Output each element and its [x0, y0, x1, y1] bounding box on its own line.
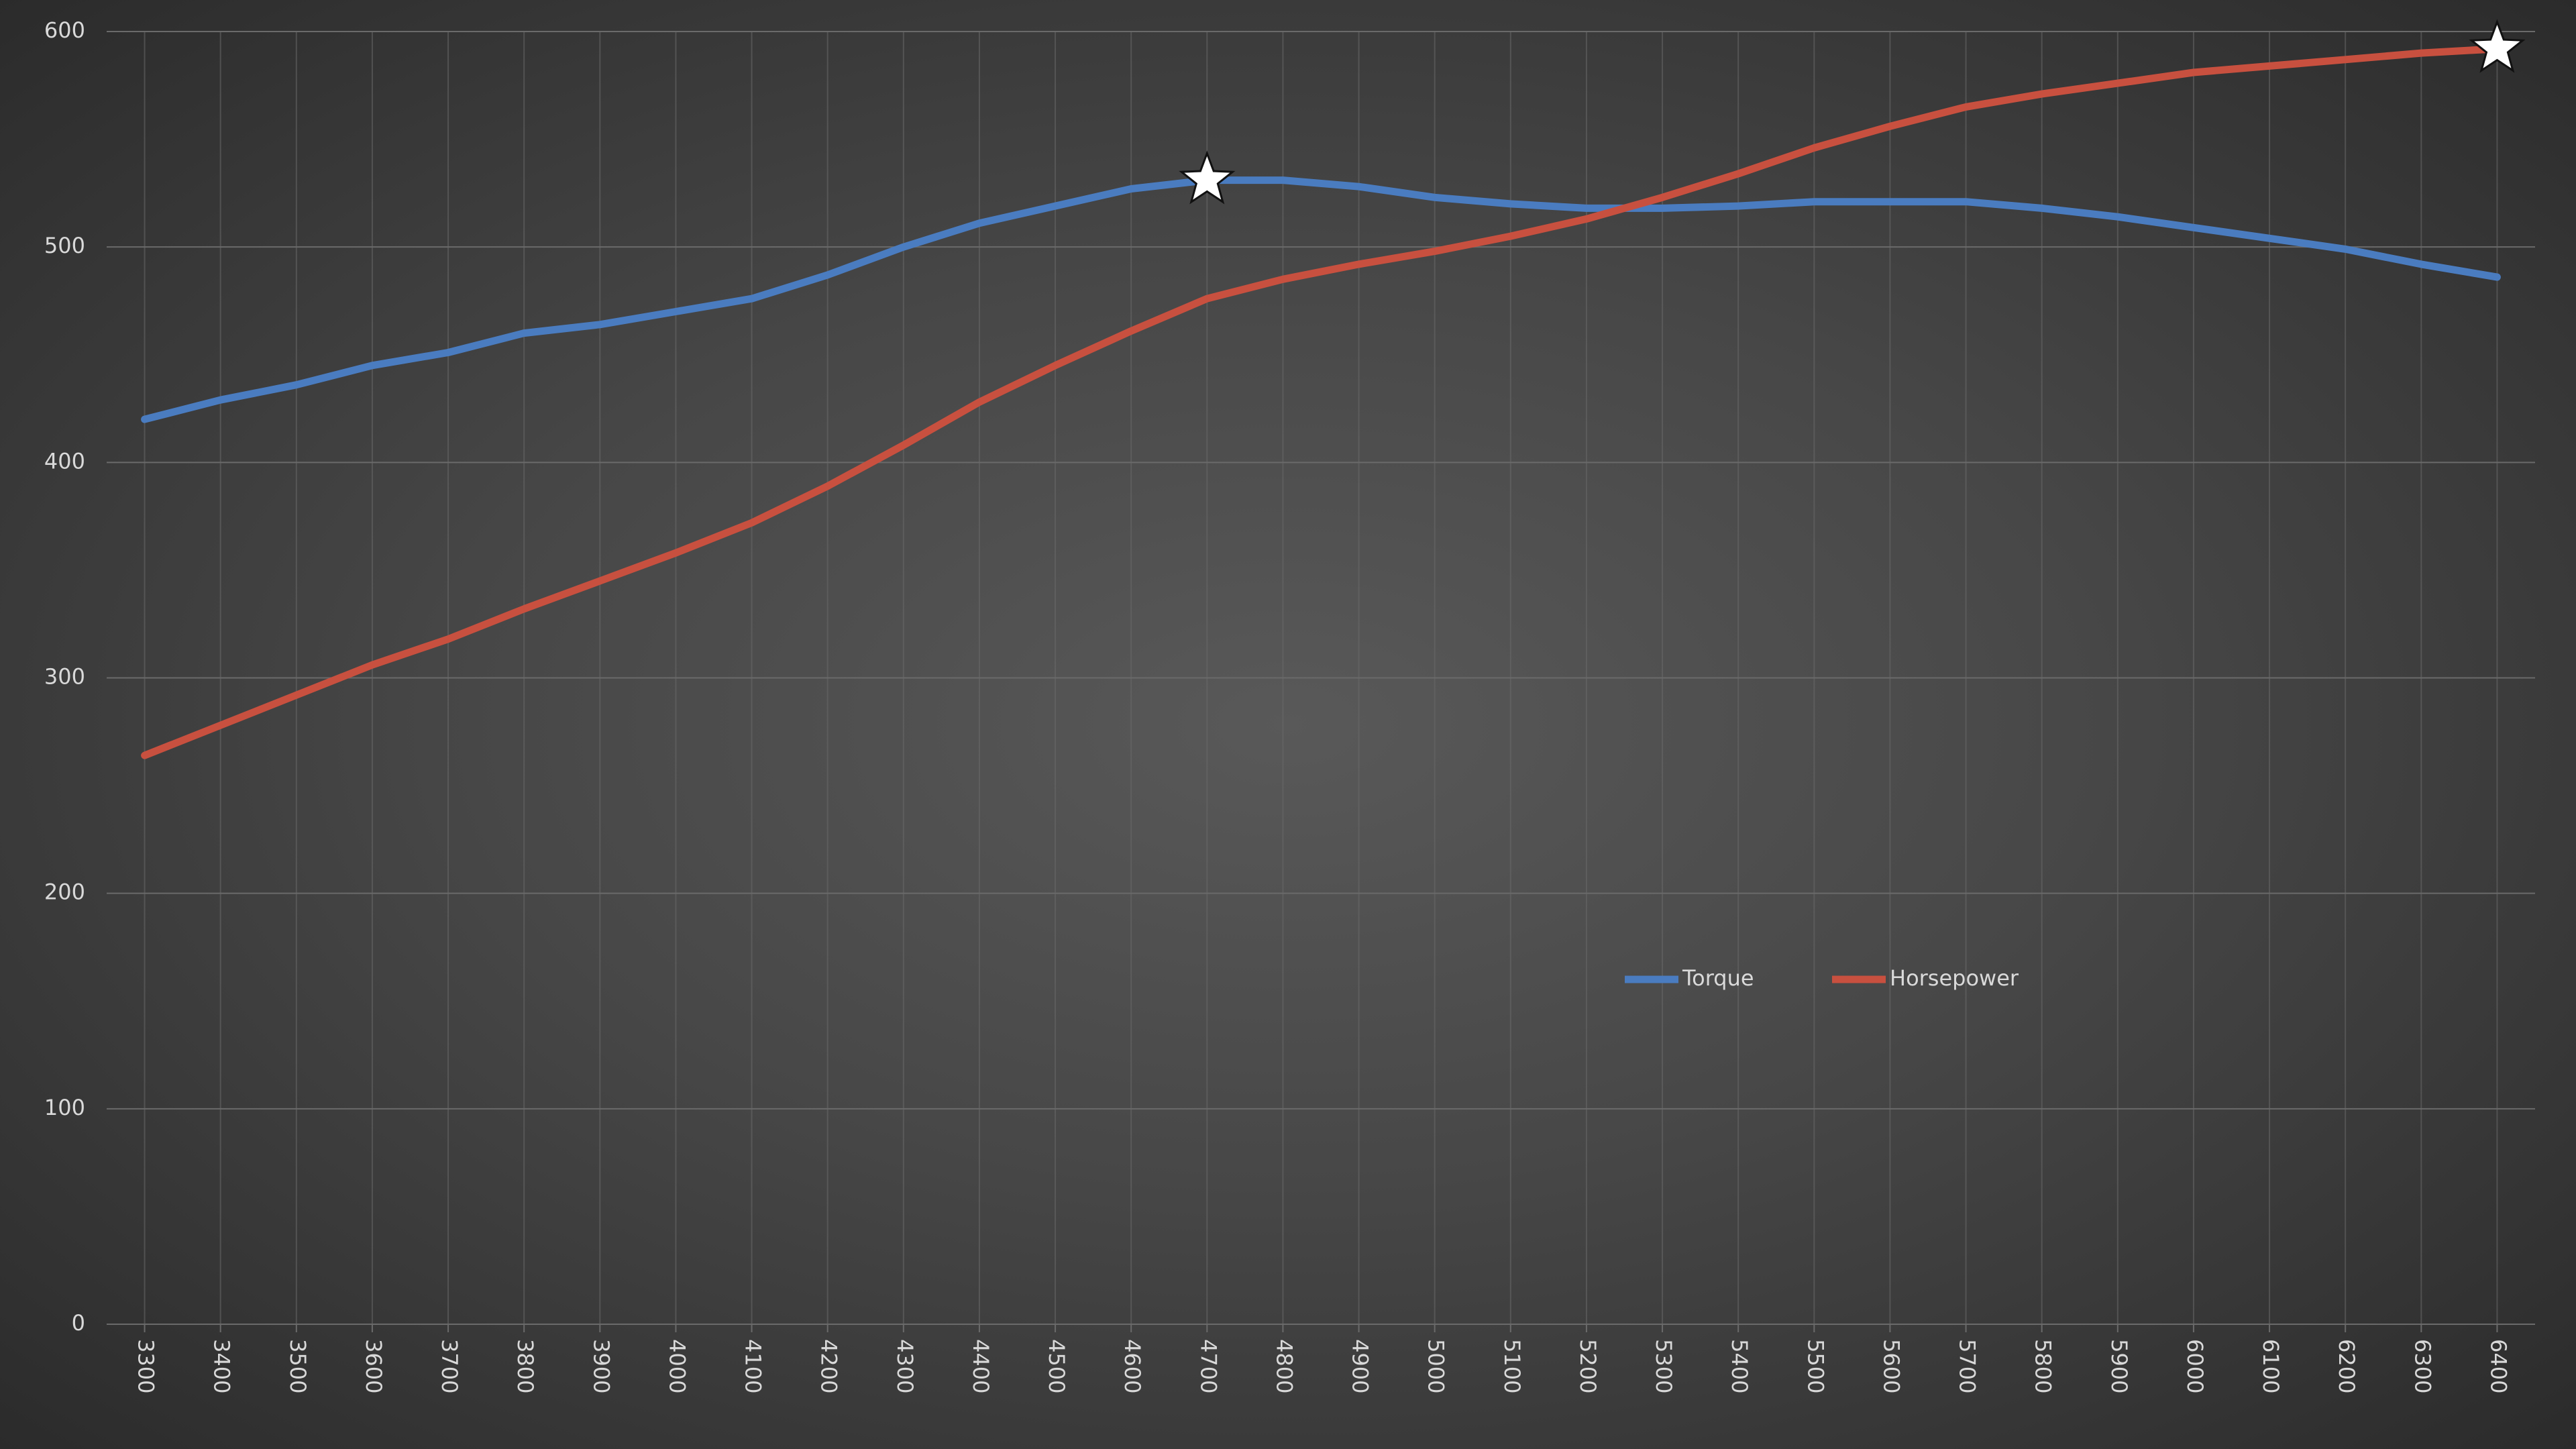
x-tick-label: 5100	[1499, 1339, 1525, 1393]
x-tick-label: 4800	[1271, 1339, 1297, 1393]
x-tick-label: 3900	[588, 1339, 614, 1393]
x-tick-label: 3600	[361, 1339, 386, 1393]
y-tick-label: 400	[44, 448, 85, 474]
x-tick-label: 3500	[285, 1339, 311, 1393]
x-tick-label: 4300	[892, 1339, 918, 1393]
y-tick-label: 500	[44, 233, 85, 258]
x-tick-label: 4500	[1044, 1339, 1069, 1393]
x-tick-label: 5600	[1878, 1339, 1904, 1393]
peak-marker	[2469, 19, 2526, 73]
x-tick-label: 3400	[209, 1339, 235, 1393]
x-tick-label: 5800	[2031, 1339, 2056, 1393]
x-tick-label: 6100	[2258, 1339, 2284, 1393]
x-tick-label: 5000	[1424, 1339, 1449, 1393]
x-tick-label: 4600	[1120, 1339, 1145, 1393]
y-tick-label: 0	[72, 1310, 85, 1336]
x-tick-label: 4700	[1195, 1339, 1221, 1393]
x-tick-label: 4400	[968, 1339, 994, 1393]
x-tick-label: 6000	[2182, 1339, 2208, 1393]
y-tick-label: 100	[44, 1095, 85, 1120]
x-tick-label: 5400	[1727, 1339, 1752, 1393]
peak-marker	[1179, 150, 1236, 205]
x-tick-label: 3800	[513, 1339, 538, 1393]
x-tick-label: 5300	[1651, 1339, 1676, 1393]
legend-label: Horsepower	[1890, 965, 2019, 991]
x-tick-label: 6400	[2485, 1339, 2511, 1393]
x-tick-label: 5900	[2106, 1339, 2132, 1393]
y-tick-label: 200	[44, 879, 85, 905]
x-tick-label: 4000	[664, 1339, 690, 1393]
legend: Torque Horsepower	[1625, 965, 2019, 991]
x-tick-label: 4900	[1348, 1339, 1373, 1393]
x-tick-label: 4100	[741, 1339, 766, 1393]
x-tick-label: 5700	[1955, 1339, 1980, 1393]
x-tick-label: 4200	[816, 1339, 842, 1393]
x-tick-label: 6300	[2410, 1339, 2435, 1393]
y-tick-label: 300	[44, 664, 85, 690]
x-tick-label: 5500	[1803, 1339, 1828, 1393]
x-tick-label: 6200	[2334, 1339, 2359, 1393]
x-tick-label: 5200	[1575, 1339, 1601, 1393]
line-series	[141, 176, 2501, 423]
line-series	[141, 45, 2501, 759]
x-tick-label: 3300	[133, 1339, 159, 1393]
x-tick-label: 3700	[437, 1339, 462, 1393]
y-tick-label: 600	[44, 17, 85, 43]
legend-label: Torque	[1682, 965, 1754, 991]
